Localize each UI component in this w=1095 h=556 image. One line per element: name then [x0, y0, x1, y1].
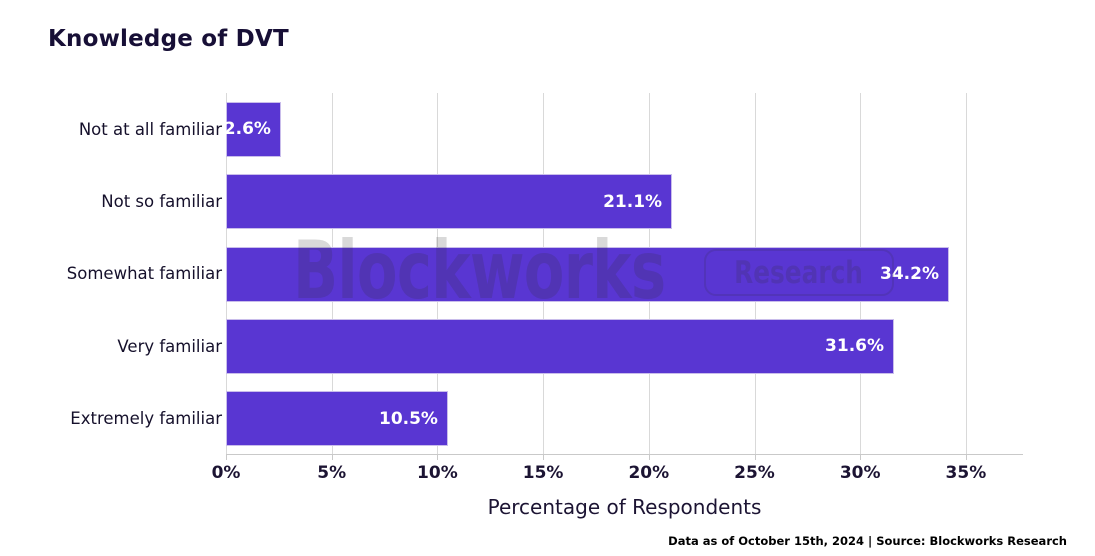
- x-tickmark-5%: [331, 455, 333, 460]
- y-axis-category-labels: Not at all familiar Not so familiar Somewh…: [0, 93, 222, 455]
- bar-not-at-all-familiar: 2.6%: [223, 101, 281, 157]
- x-tick-label-30%: 30%: [839, 463, 881, 483]
- x-tickmark-15%: [543, 455, 545, 460]
- category-label-somewhat-familiar: Somewhat familiar: [66, 264, 222, 284]
- x-tickmark-0%: [226, 455, 227, 460]
- x-tick-label-10%: 10%: [417, 463, 458, 483]
- footer-source-note: Data as of October 15th, 2024 | Source: …: [668, 534, 1067, 548]
- plot-area: 2.6% 21.1% 34.2% 31.6% 10.5%: [223, 93, 1023, 455]
- x-tick-label-5%: 5%: [317, 463, 347, 483]
- x-tick-label-0%: 0%: [211, 463, 241, 483]
- gridline-35%: [965, 93, 967, 454]
- bar-value-label: 34.2%: [880, 264, 939, 284]
- bar-extremely-familiar: 10.5%: [226, 391, 448, 447]
- x-tickmark-25%: [754, 455, 756, 460]
- x-tickmark-35%: [965, 455, 967, 460]
- bar-value-label: 31.6%: [825, 336, 885, 357]
- x-tick-label-35%: 35%: [945, 463, 987, 483]
- bar-somewhat-familiar: 34.2%: [226, 246, 949, 302]
- bar-value-label: 10.5%: [378, 408, 438, 429]
- category-label-not-so-familiar: Not so familiar: [101, 192, 222, 212]
- bar-very-familiar: 31.6%: [226, 318, 895, 374]
- bar-not-so-familiar: 21.1%: [226, 174, 673, 230]
- x-tickmark-30%: [860, 455, 862, 460]
- x-tickmark-10%: [437, 455, 439, 460]
- x-tick-label-15%: 15%: [522, 463, 564, 483]
- bar-value-label: 21.1%: [603, 191, 663, 212]
- x-tickmark-20%: [648, 455, 650, 460]
- category-label-very-familiar: Very familiar: [117, 336, 222, 356]
- category-label-extremely-familiar: Extremely familiar: [70, 409, 222, 429]
- category-label-not-at-all-familiar: Not at all familiar: [78, 119, 222, 139]
- bar-value-label: 2.6%: [223, 119, 271, 140]
- x-axis-title: Percentage of Respondents: [487, 495, 762, 519]
- chart-title: Knowledge of DVT: [48, 26, 289, 52]
- x-tick-label-20%: 20%: [628, 463, 670, 483]
- x-tick-label-25%: 25%: [734, 463, 775, 483]
